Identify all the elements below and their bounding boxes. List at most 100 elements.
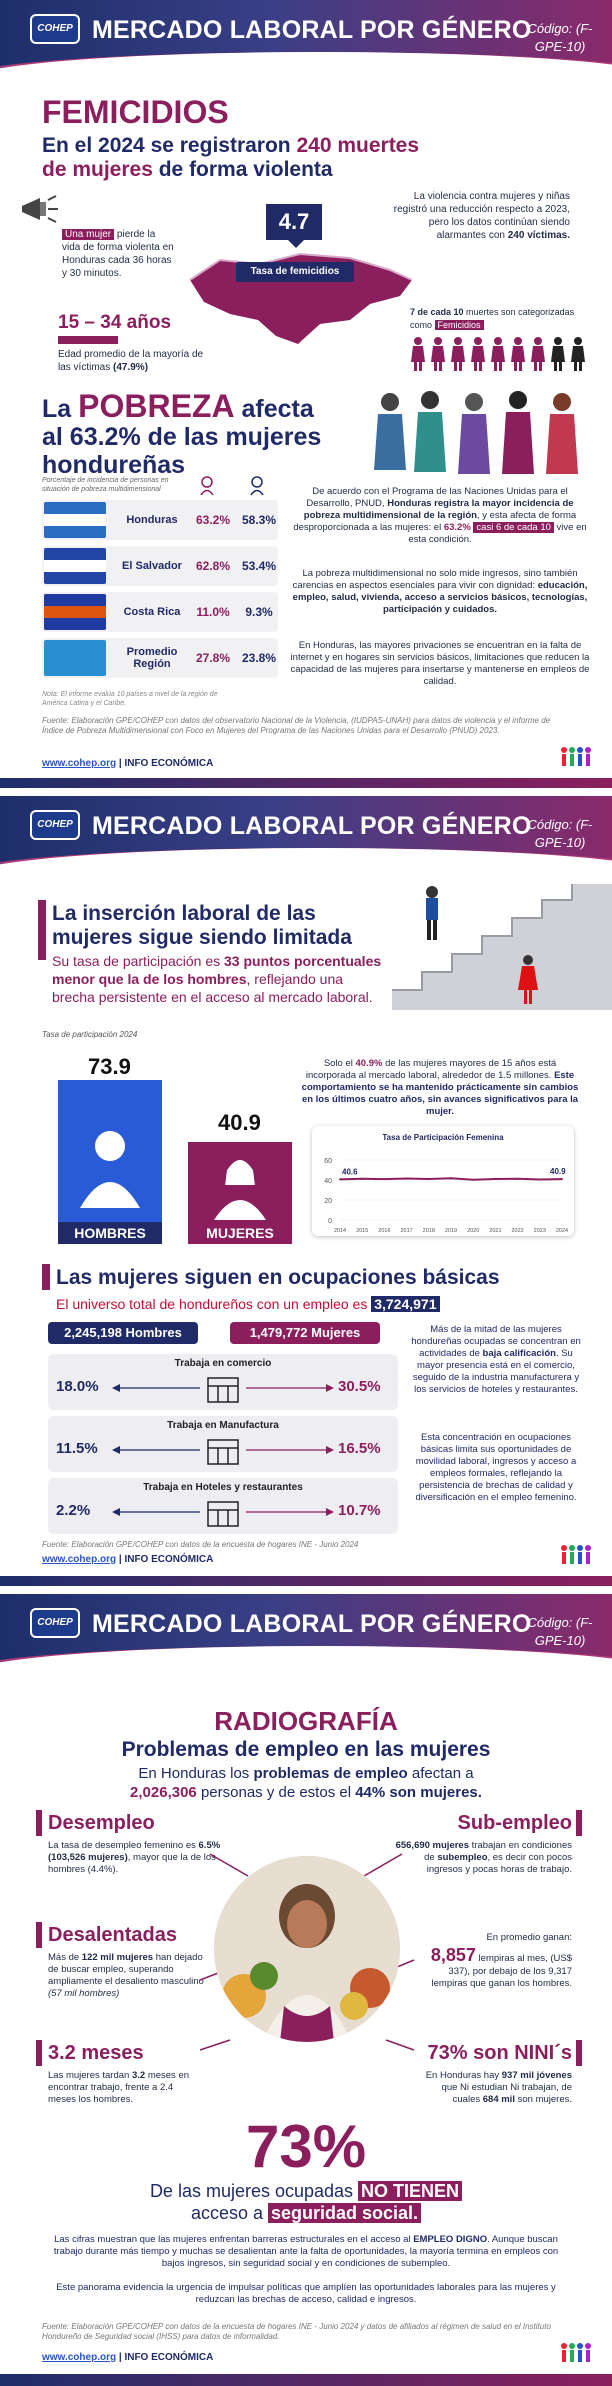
cohep-link[interactable]: www.cohep.org (42, 758, 117, 769)
occupation-men-value: 18.0% (56, 1378, 99, 1395)
femicide-rate-value: 4.7 (266, 204, 322, 240)
radiography-title: RADIOGRAFÍA (214, 1706, 398, 1736)
occupations-subtitle: El universo total de hondureños con un e… (56, 1296, 440, 1312)
occupations-paragraph-1: Más de la mitad de las mujeres hondureña… (411, 1324, 581, 1395)
discouraged-title: Desalentadas (48, 1924, 177, 1946)
banner-title: MERCADO LABORAL POR GÉNERO (92, 812, 532, 840)
men-label: HOMBRES (58, 1222, 162, 1244)
x-tick-label: 2019 (445, 1228, 457, 1234)
x-tick-label: 2016 (378, 1228, 390, 1234)
data-point (472, 1178, 475, 1181)
unemployment-text: La tasa de desempleo femenino es 6.5% (1… (48, 1840, 221, 1875)
women-figures-icon (410, 336, 590, 372)
unemployment-title: Desempleo (48, 1812, 155, 1834)
nini-title: 73% son NINI´s (427, 2042, 572, 2064)
seven-in-ten-text: 7 de cada 10 muertes son categorizadas c… (410, 307, 575, 330)
header-banner-3: COHEP MERCADO LABORAL POR GÉNERO Código:… (0, 1594, 612, 1668)
occupation-men-value: 11.5% (56, 1440, 98, 1457)
data-point (383, 1178, 386, 1181)
poverty-row: Honduras 63.2% 58.3% (42, 500, 278, 540)
female-poverty-value: 27.8% (195, 651, 231, 665)
data-point (516, 1177, 519, 1180)
occupation-label: Trabaja en Manufactura (167, 1420, 279, 1431)
data-point (427, 1178, 430, 1180)
poverty-title: La POBREZA afecta al 63.2% de las mujeres… (42, 388, 322, 479)
radiography-source: Fuente: Elaboración GPE/COHEP con datos … (42, 2322, 551, 2341)
data-point (538, 1178, 541, 1181)
country-name: El Salvador (122, 560, 182, 572)
x-tick-label: 2018 (423, 1228, 435, 1234)
occupation-arrows (112, 1501, 334, 1527)
age-range-title: 15 – 34 años (58, 312, 172, 333)
female-poverty-value: 62.8% (195, 559, 231, 573)
occupation-row: Trabaja en Hoteles y restaurantes 2.2% 10.… (48, 1478, 398, 1534)
x-tick-label: 2017 (400, 1228, 412, 1234)
megaphone-icon (18, 192, 60, 228)
income-text: En promedio ganan: 8,857 lempiras al mes,… (430, 1932, 572, 1989)
radiography-intro: En Honduras los problemas de empleo afec… (130, 1765, 482, 1801)
female-poverty-value: 63.2% (195, 513, 231, 527)
cohep-link[interactable]: www.cohep.org (42, 1554, 117, 1565)
discouraged-text: Más de 122 mil mujeres han dejado de bus… (48, 1952, 204, 1999)
poverty-row: Costa Rica 11.0% 9.3% (42, 592, 278, 632)
cohep-logo: COHEP (30, 810, 80, 840)
violence-reduction-text: La violencia contra mujeres y niñas regi… (393, 191, 570, 241)
women-group-illustration (370, 390, 585, 480)
women-employed-badge: 1,479,772 Mujeres (230, 1322, 380, 1344)
social-security-text: De las mujeres ocupadas NO TIENEN acceso … (0, 2180, 612, 2224)
femicide-rate-label: Tasa de femicidios (236, 262, 354, 282)
male-poverty-value: 53.4% (241, 559, 277, 573)
poverty-note: Nota: El informe evalúa 10 países a nive… (42, 691, 218, 707)
cohep-link[interactable]: www.cohep.org (42, 2352, 117, 2363)
age-range-text: Edad promedio de la mayoría de las vícti… (58, 349, 204, 373)
people-logo-icon (560, 746, 596, 768)
occupation-row: Trabaja en Manufactura 11.5% 16.5% (48, 1416, 398, 1472)
x-tick-label: 2023 (534, 1228, 546, 1234)
social-security-big-number: 73% (245, 2113, 367, 2180)
underemployment-text: 656,690 mujeres trabajan en condiciones … (395, 1840, 572, 1875)
men-rate-value: 73.9 (88, 1054, 131, 1079)
poverty-row: El Salvador 62.8% 53.4% (42, 546, 278, 586)
poverty-paragraph-2: La pobreza multidimensional no solo mide… (292, 568, 588, 615)
footer-web-2: www.cohep.org | INFO ECONÓMICA (42, 1554, 214, 1565)
occupation-arrows (112, 1377, 334, 1403)
y-tick-label: 60 (324, 1158, 332, 1165)
data-point (494, 1178, 497, 1180)
country-flag-icon (44, 594, 106, 630)
poverty-paragraph-1: De acuerdo con el Programa de las Nacion… (293, 486, 587, 545)
occupation-men-value: 2.2% (56, 1502, 91, 1519)
occupation-women-value: 30.5% (338, 1378, 381, 1395)
man-icon (80, 1131, 140, 1208)
nini-text: En Honduras hay 937 mil jóvenes que Ni e… (425, 2070, 572, 2105)
poverty-row: Promedio Región 27.8% 23.8% (42, 638, 278, 678)
people-logo-icon (560, 2342, 596, 2364)
male-icon (248, 476, 266, 496)
conclusion-paragraph-2: Este panorama evidencia la urgencia de i… (56, 2282, 556, 2305)
data-point (450, 1177, 452, 1180)
poverty-source: Fuente: Elaboración GPE/COHEP con datos … (42, 716, 551, 735)
country-flag-icon (44, 548, 106, 584)
woman-icon (214, 1158, 266, 1220)
x-tick-label: 2014 (334, 1228, 346, 1234)
x-tick-label: 2015 (356, 1228, 368, 1234)
participation-line-chart: Tasa de Participación Femenina 0 20 40 60 201… (324, 1133, 568, 1234)
banner-title: MERCADO LABORAL POR GÉNERO (92, 1610, 532, 1638)
occupation-arrows (112, 1439, 334, 1465)
chart-title: Tasa de Participación Femenina (382, 1133, 504, 1142)
occupation-label: Trabaja en comercio (174, 1358, 272, 1369)
men-rate-bar (58, 1080, 162, 1222)
female-poverty-value: 11.0% (196, 605, 230, 619)
months-text: Las mujeres tardan 3.2 meses en encontra… (48, 2070, 190, 2105)
data-point (561, 1178, 563, 1181)
banner-code: Código: (F-GPE-10) (527, 1615, 593, 1648)
data-point (361, 1177, 364, 1180)
banner-code: Código: (F-GPE-10) (527, 817, 593, 850)
participation-text: Solo el 40.9% de las mujeres mayores de … (301, 1058, 579, 1117)
men-employed-badge: 2,245,198 Hombres (48, 1322, 198, 1344)
x-tick-label: 2021 (489, 1228, 501, 1234)
women-rate-bar (188, 1142, 292, 1222)
occupation-label: Trabaja en Hoteles y restaurantes (143, 1482, 303, 1493)
country-flag-icon (44, 640, 106, 676)
country-name: Promedio Región (126, 646, 178, 670)
first-value-label: 40.6 (342, 1167, 358, 1176)
